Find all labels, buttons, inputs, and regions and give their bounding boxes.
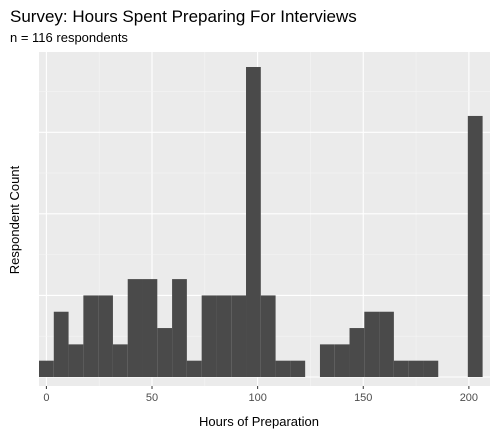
x-tick-label: 0 bbox=[43, 392, 49, 404]
histogram-bar bbox=[53, 311, 69, 377]
x-tick-label: 150 bbox=[354, 392, 372, 404]
histogram-bar bbox=[68, 344, 84, 377]
histogram-bar bbox=[172, 279, 187, 377]
chart-title: Survey: Hours Spent Preparing For Interv… bbox=[10, 7, 357, 26]
x-tick-label: 200 bbox=[460, 392, 478, 404]
x-axis-label: Hours of Preparation bbox=[199, 414, 319, 429]
histogram-bar bbox=[201, 295, 217, 377]
histogram-bar bbox=[216, 295, 232, 377]
histogram-bar bbox=[260, 295, 276, 377]
histogram-bar bbox=[467, 115, 483, 378]
histogram-bar bbox=[186, 360, 202, 377]
histogram-bar bbox=[157, 328, 173, 377]
histogram-bar bbox=[364, 311, 380, 377]
histogram-bar bbox=[83, 295, 99, 377]
x-tick-label: 100 bbox=[248, 392, 266, 404]
histogram-bar bbox=[408, 360, 424, 377]
histogram-bar bbox=[349, 328, 365, 377]
y-axis-label: Respondent Count bbox=[7, 165, 22, 274]
histogram-bar bbox=[127, 279, 143, 377]
x-tick-label: 50 bbox=[146, 392, 158, 404]
x-axis: 0 50 100 150 200 bbox=[43, 386, 478, 404]
histogram-bar bbox=[290, 360, 306, 377]
histogram-bar bbox=[142, 279, 158, 377]
histogram-bar bbox=[379, 311, 394, 377]
histogram-bar bbox=[319, 344, 335, 377]
histogram-bar bbox=[423, 360, 439, 377]
histogram-bars bbox=[39, 67, 483, 378]
histogram-bar bbox=[334, 344, 350, 377]
histogram-bar bbox=[393, 360, 409, 377]
histogram-bar bbox=[231, 295, 247, 377]
histogram-bar bbox=[98, 295, 113, 377]
histogram-bar bbox=[275, 360, 291, 377]
histogram-bar bbox=[39, 360, 54, 377]
histogram-bar bbox=[112, 344, 128, 377]
chart-subtitle: n = 116 respondents bbox=[10, 30, 128, 45]
histogram-bar bbox=[246, 67, 261, 377]
